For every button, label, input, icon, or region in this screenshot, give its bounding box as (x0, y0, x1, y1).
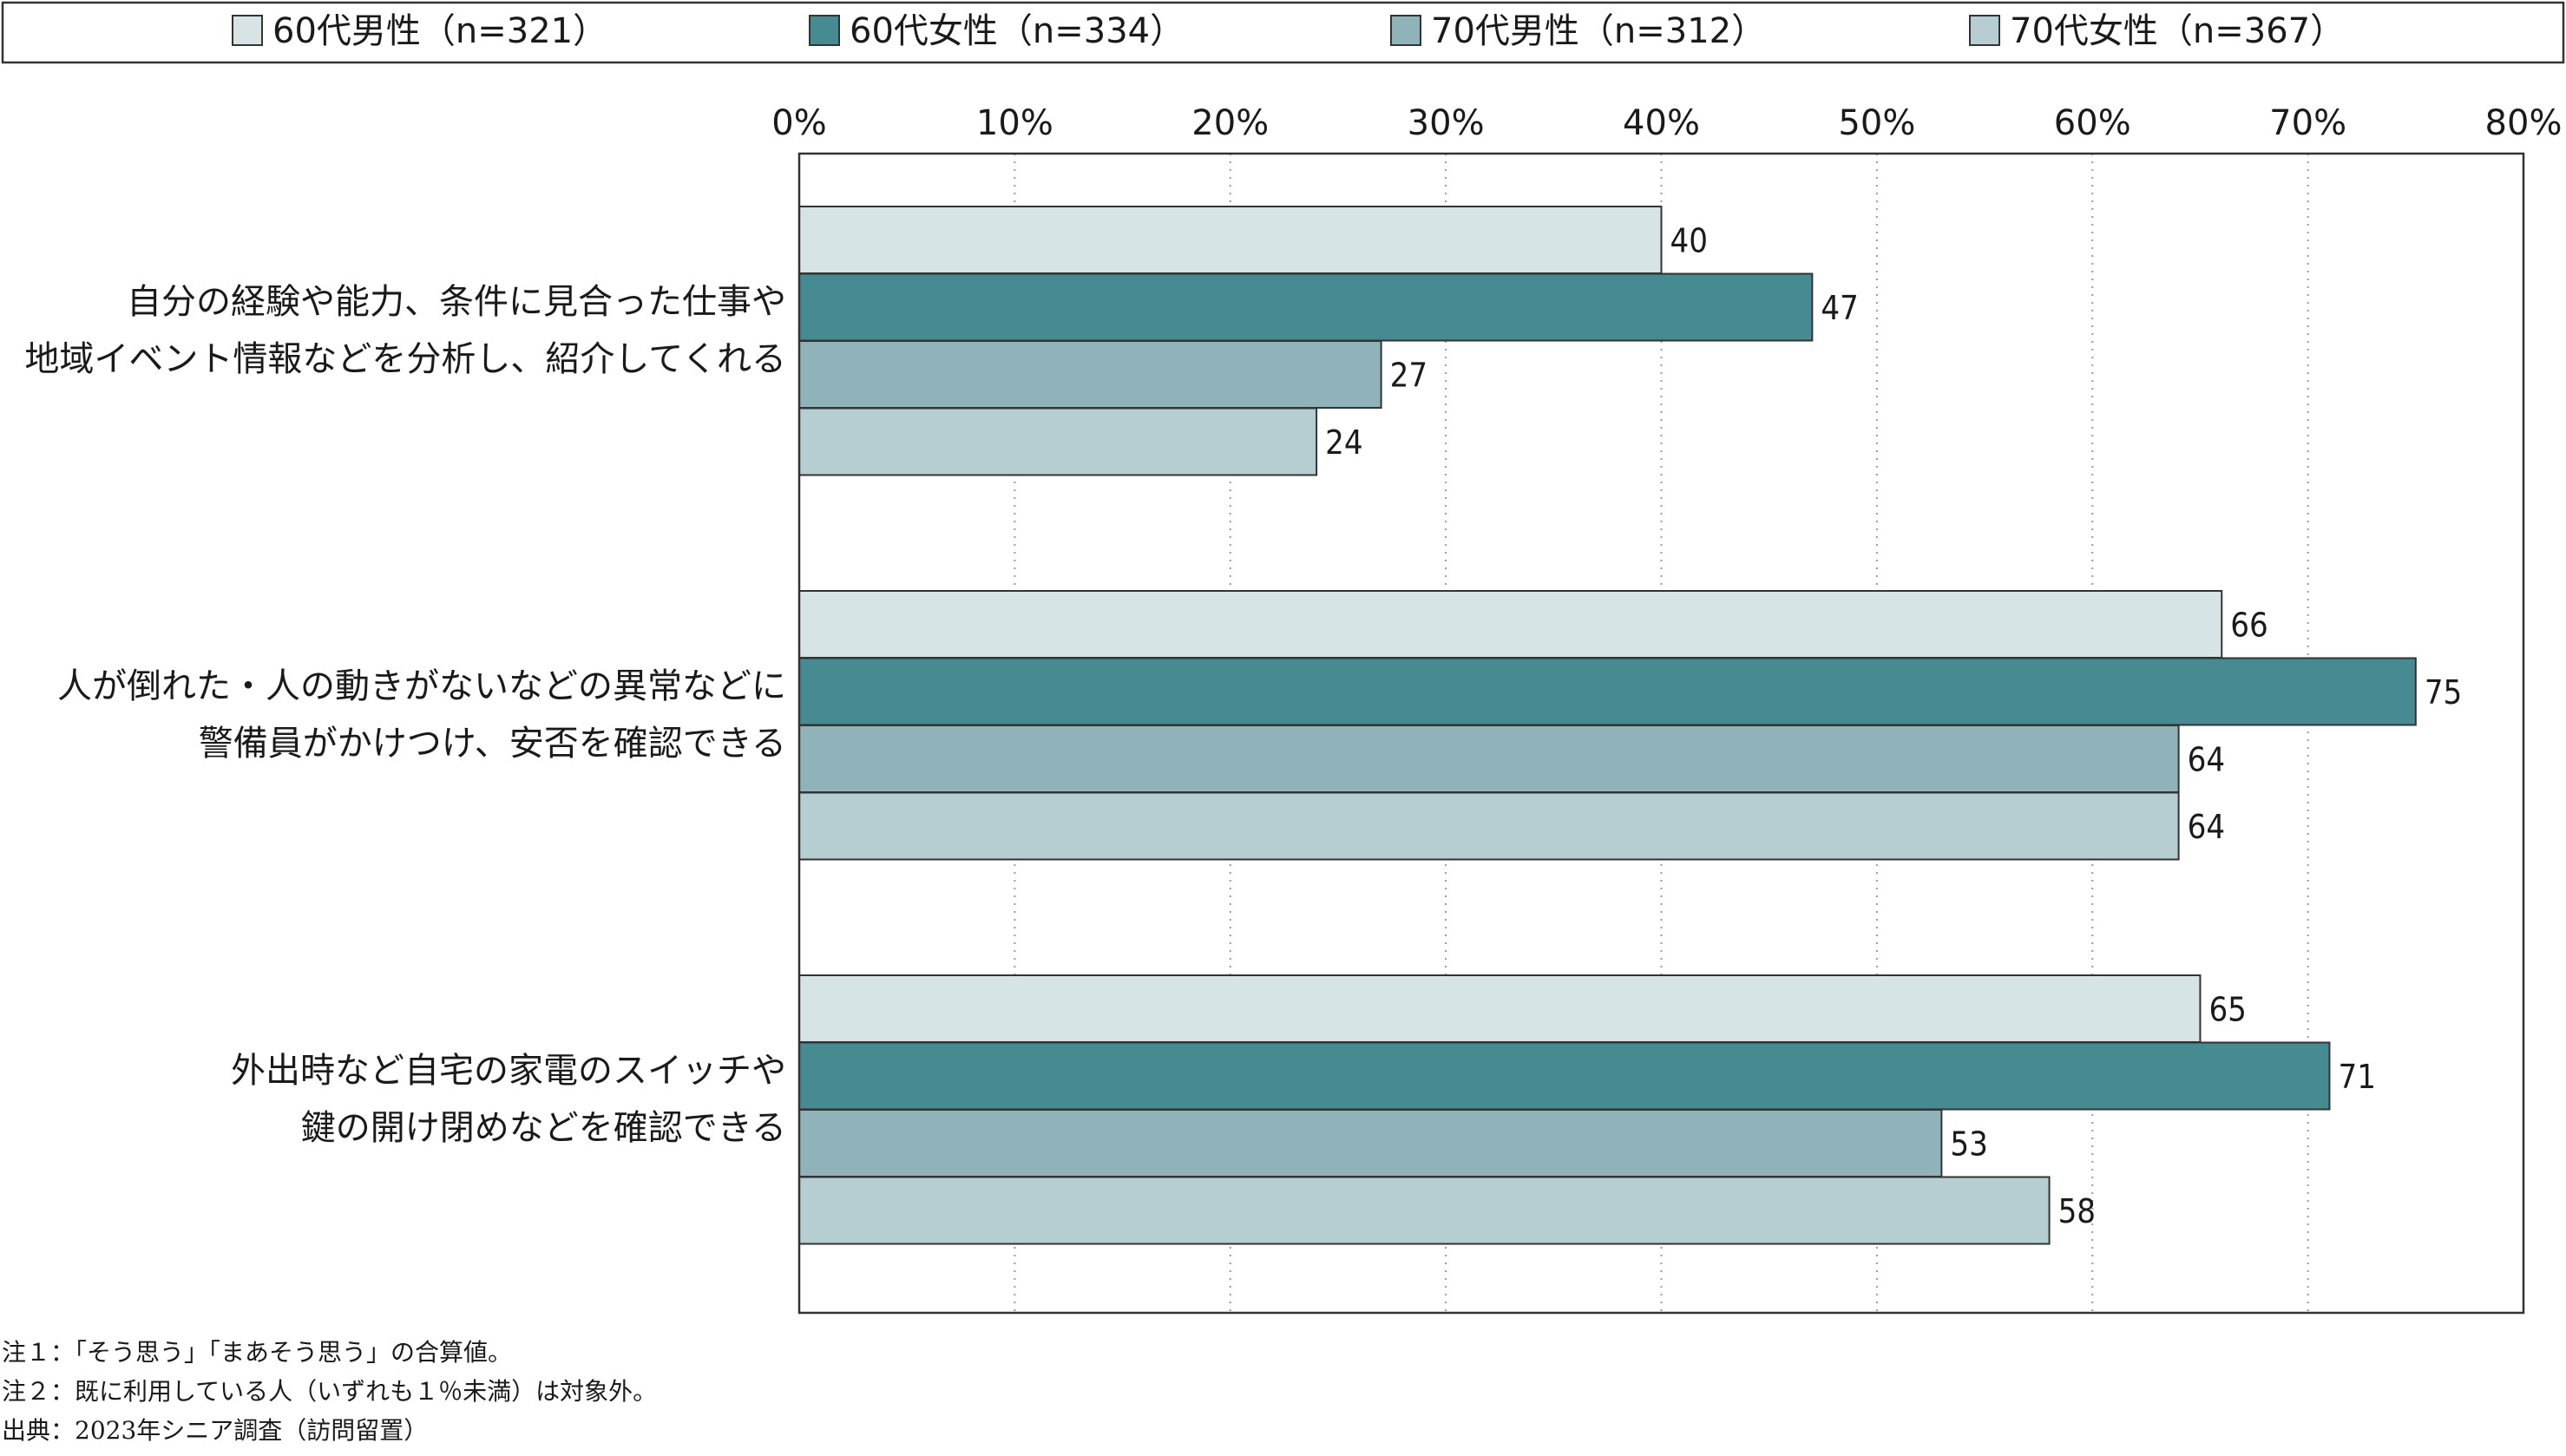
data-label: 64 (2188, 741, 2226, 779)
bar (798, 407, 1318, 476)
data-label: 53 (1950, 1125, 1988, 1164)
legend-swatch (809, 15, 840, 46)
x-tick-label: 30% (1408, 103, 1485, 143)
data-label: 27 (1390, 357, 1428, 395)
legend-swatch (1969, 15, 2000, 46)
category-label: 警備員がかけつけ、安否を確認できる (199, 724, 786, 764)
notes: 注１：「そう思う」「まあそう思う」の合算値。注２：既に利用している人（いずれも１… (2, 1338, 657, 1445)
note-text: 注２：既に利用している人（いずれも１％未満）は対象外。 (2, 1377, 657, 1406)
bar (798, 590, 2223, 659)
x-tick-label: 0% (771, 103, 826, 143)
bar (798, 340, 1382, 409)
category-label: 自分の経験や能力、条件に見合った仕事や (127, 282, 786, 322)
x-tick-label: 70% (2269, 103, 2346, 143)
data-label: 24 (1325, 423, 1363, 462)
data-label: 65 (2208, 991, 2247, 1029)
bar (798, 206, 1663, 274)
bar (798, 791, 2180, 861)
x-tick-label: 40% (1623, 103, 1700, 143)
x-axis-ticks: 0% 10% 20% 30% 40% 50% 60% 70% 80% (771, 103, 2562, 143)
bar (798, 1041, 2331, 1111)
note-text: 注１：「そう思う」「まあそう思う」の合算値。 (2, 1338, 512, 1367)
legend-swatch (232, 15, 263, 46)
x-tick-label: 60% (2054, 103, 2131, 143)
note-text: 出典：2023年シニア調査（訪問留置） (2, 1416, 428, 1445)
data-label: 75 (2425, 673, 2463, 712)
bar (798, 657, 2417, 726)
legend-label: 60代男性（n=321） (272, 11, 607, 51)
legend: 60代男性（n=321） 60代女性（n=334） 70代男性（n=312） 70代女… (232, 11, 2345, 51)
bar (798, 1176, 2051, 1245)
category-labels: 自分の経験や能力、条件に見合った仕事や地域イベント情報などを分析し、紹介してくれ… (24, 282, 786, 1148)
bar (798, 974, 2202, 1043)
legend-label: 60代女性（n=334） (850, 11, 1185, 51)
data-label: 47 (1821, 289, 1859, 327)
bar (798, 272, 1814, 342)
data-label: 40 (1670, 222, 1709, 260)
bars: 40 47 27 24 66 75 64 64 65 71 53 58 (798, 206, 2463, 1245)
x-tick-label: 80% (2485, 103, 2563, 143)
category-label: 人が倒れた・人の動きがないなどの異常などに (57, 666, 786, 706)
bar (798, 1109, 1943, 1177)
category-label: 地域イベント情報などを分析し、紹介してくれる (24, 339, 786, 379)
x-tick-label: 10% (976, 103, 1053, 143)
legend-box (1, 1, 2565, 64)
x-tick-label: 50% (1838, 103, 1915, 143)
legend-swatch (1390, 15, 1421, 46)
data-label: 58 (2058, 1192, 2097, 1230)
legend-label: 70代男性（n=312） (1431, 11, 1766, 51)
data-label: 71 (2338, 1058, 2376, 1096)
bar (798, 725, 2180, 793)
plot-frame (797, 152, 2525, 1315)
data-label: 66 (2230, 607, 2268, 645)
legend-label: 70代女性（n=367） (2010, 11, 2345, 51)
x-tick-label: 20% (1191, 103, 1269, 143)
category-label: 鍵の開け閉めなどを確認できる (301, 1108, 786, 1148)
category-label: 外出時など自宅の家電のスイッチや (231, 1051, 786, 1091)
data-label: 64 (2188, 808, 2226, 846)
